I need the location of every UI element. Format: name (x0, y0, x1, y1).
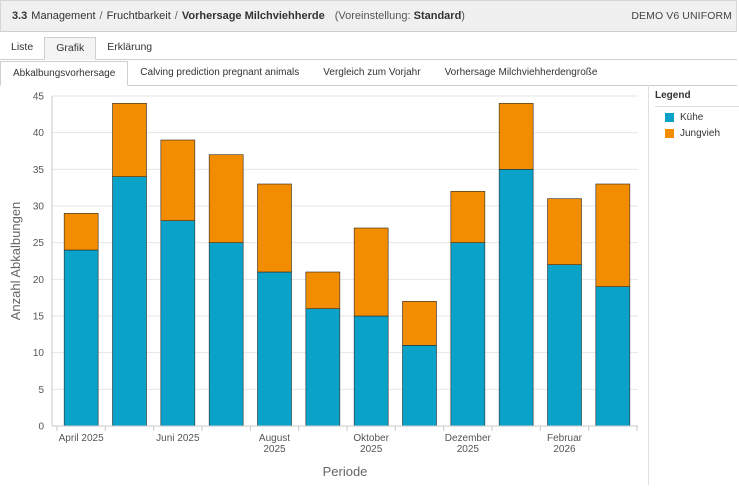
y-tick-label: 20 (33, 275, 45, 286)
tab-abkalbungsvorhersage[interactable]: Abkalbungsvorhersage (0, 61, 129, 86)
preset-indicator[interactable]: (Voreinstellung: Standard) (335, 10, 465, 22)
stacked-bar-chart: 0 5 10 15 20 25 30 35 40 45 April 2025 Juni 2025 Aug… (8, 92, 638, 479)
bar-segment[interactable] (160, 139, 196, 221)
tab-liste[interactable]: Liste (11, 41, 34, 53)
y-tick-label: 40 (33, 128, 45, 139)
bar-segment[interactable] (498, 103, 534, 170)
view-tabs: Liste Grafik Erklärung (0, 37, 737, 60)
bars (63, 103, 631, 427)
breadcrumb-item-management[interactable]: Management (31, 10, 96, 22)
y-tick-label: 25 (33, 238, 45, 249)
tab-herdengroesse[interactable]: Vorhersage Milchviehherdengroße (444, 67, 598, 78)
bar-segment[interactable] (498, 169, 534, 427)
bar-segment[interactable] (208, 154, 244, 243)
bar-segment[interactable] (595, 183, 631, 287)
title-bar: 3.3 Management / Fruchtbarkeit / Vorhers… (0, 0, 737, 32)
legend-item-jungvieh[interactable]: Jungvieh (665, 128, 739, 139)
bar-segment[interactable] (402, 345, 437, 427)
tab-calving-prediction[interactable]: Calving prediction pregnant animals (140, 67, 300, 78)
legend-swatch-kuehe (665, 113, 674, 122)
x-tick-label: August 2025 (259, 433, 290, 455)
x-tick-label: Dezember 2025 (445, 433, 492, 455)
bar-segment[interactable] (305, 308, 341, 427)
bar-segment[interactable] (160, 220, 196, 427)
y-tick-label: 35 (33, 165, 45, 176)
bar-segment[interactable] (547, 198, 582, 265)
section-number: 3.3 (12, 10, 28, 22)
bar-segment[interactable] (112, 176, 147, 427)
legend-item-kuehe[interactable]: Kühe (665, 112, 739, 123)
y-tick-label: 45 (33, 92, 45, 103)
tab-vergleich-vorjahr[interactable]: Vergleich zum Vorjahr (323, 67, 421, 78)
legend-swatch-jungvieh (665, 129, 674, 138)
y-tick-label: 0 (38, 422, 44, 433)
bar-segment[interactable] (112, 103, 147, 177)
x-tick-label: Oktober 2025 (353, 433, 389, 455)
x-tick-label: April 2025 (59, 433, 104, 444)
x-axis-label: Periode (323, 464, 368, 479)
bar-segment[interactable] (257, 271, 292, 427)
preset-label: Voreinstellung: (338, 10, 411, 22)
y-tick-label: 15 (33, 312, 45, 323)
bar-segment[interactable] (595, 286, 631, 427)
legend-title: Legend (655, 90, 691, 101)
axes: 0 5 10 15 20 25 30 35 40 45 April 2025 Juni 2025 Aug… (33, 92, 638, 455)
bar-segment[interactable] (305, 271, 341, 309)
y-tick-label: 10 (33, 348, 45, 359)
paren-close: ) (461, 10, 465, 22)
legend-divider (655, 106, 739, 107)
bar-segment[interactable] (450, 191, 486, 243)
bar-segment[interactable] (63, 213, 99, 251)
bar-segment[interactable] (353, 315, 389, 427)
tab-erklaerung[interactable]: Erklärung (107, 41, 153, 53)
x-tick-label: Februar 2026 (547, 433, 583, 455)
legend-label-kuehe: Kühe (680, 112, 704, 123)
page-title: Vorhersage Milchviehherde (181, 10, 325, 22)
app-name: DEMO V6 UNIFORM (631, 10, 732, 22)
bar-segment[interactable] (63, 249, 99, 427)
preset-value: Standard (413, 10, 462, 22)
legend-panel: Legend Kühe Jungvieh (648, 85, 739, 485)
bar-segment[interactable] (208, 242, 244, 427)
y-axis-label: Anzahl Abkalbungen (8, 202, 23, 321)
bar-segment[interactable] (353, 227, 389, 317)
chart-tabs: Abkalbungsvorhersage Calving prediction … (0, 61, 737, 86)
paren-open: ( (334, 10, 339, 22)
x-tick-label: Juni 2025 (156, 433, 200, 444)
y-tick-label: 5 (38, 385, 44, 396)
breadcrumb-separator: / (174, 10, 178, 22)
y-tick-label: 30 (33, 202, 45, 213)
breadcrumb: 3.3 Management / Fruchtbarkeit / Vorhers… (1, 10, 465, 22)
legend-label-jungvieh: Jungvieh (680, 128, 721, 139)
breadcrumb-item-fruchtbarkeit[interactable]: Fruchtbarkeit (106, 10, 171, 22)
bar-segment[interactable] (402, 301, 437, 346)
bar-segment[interactable] (450, 242, 486, 427)
bar-segment[interactable] (257, 183, 292, 273)
breadcrumb-separator: / (99, 10, 103, 22)
bar-segment[interactable] (547, 264, 582, 427)
tab-grafik[interactable]: Grafik (44, 37, 97, 60)
